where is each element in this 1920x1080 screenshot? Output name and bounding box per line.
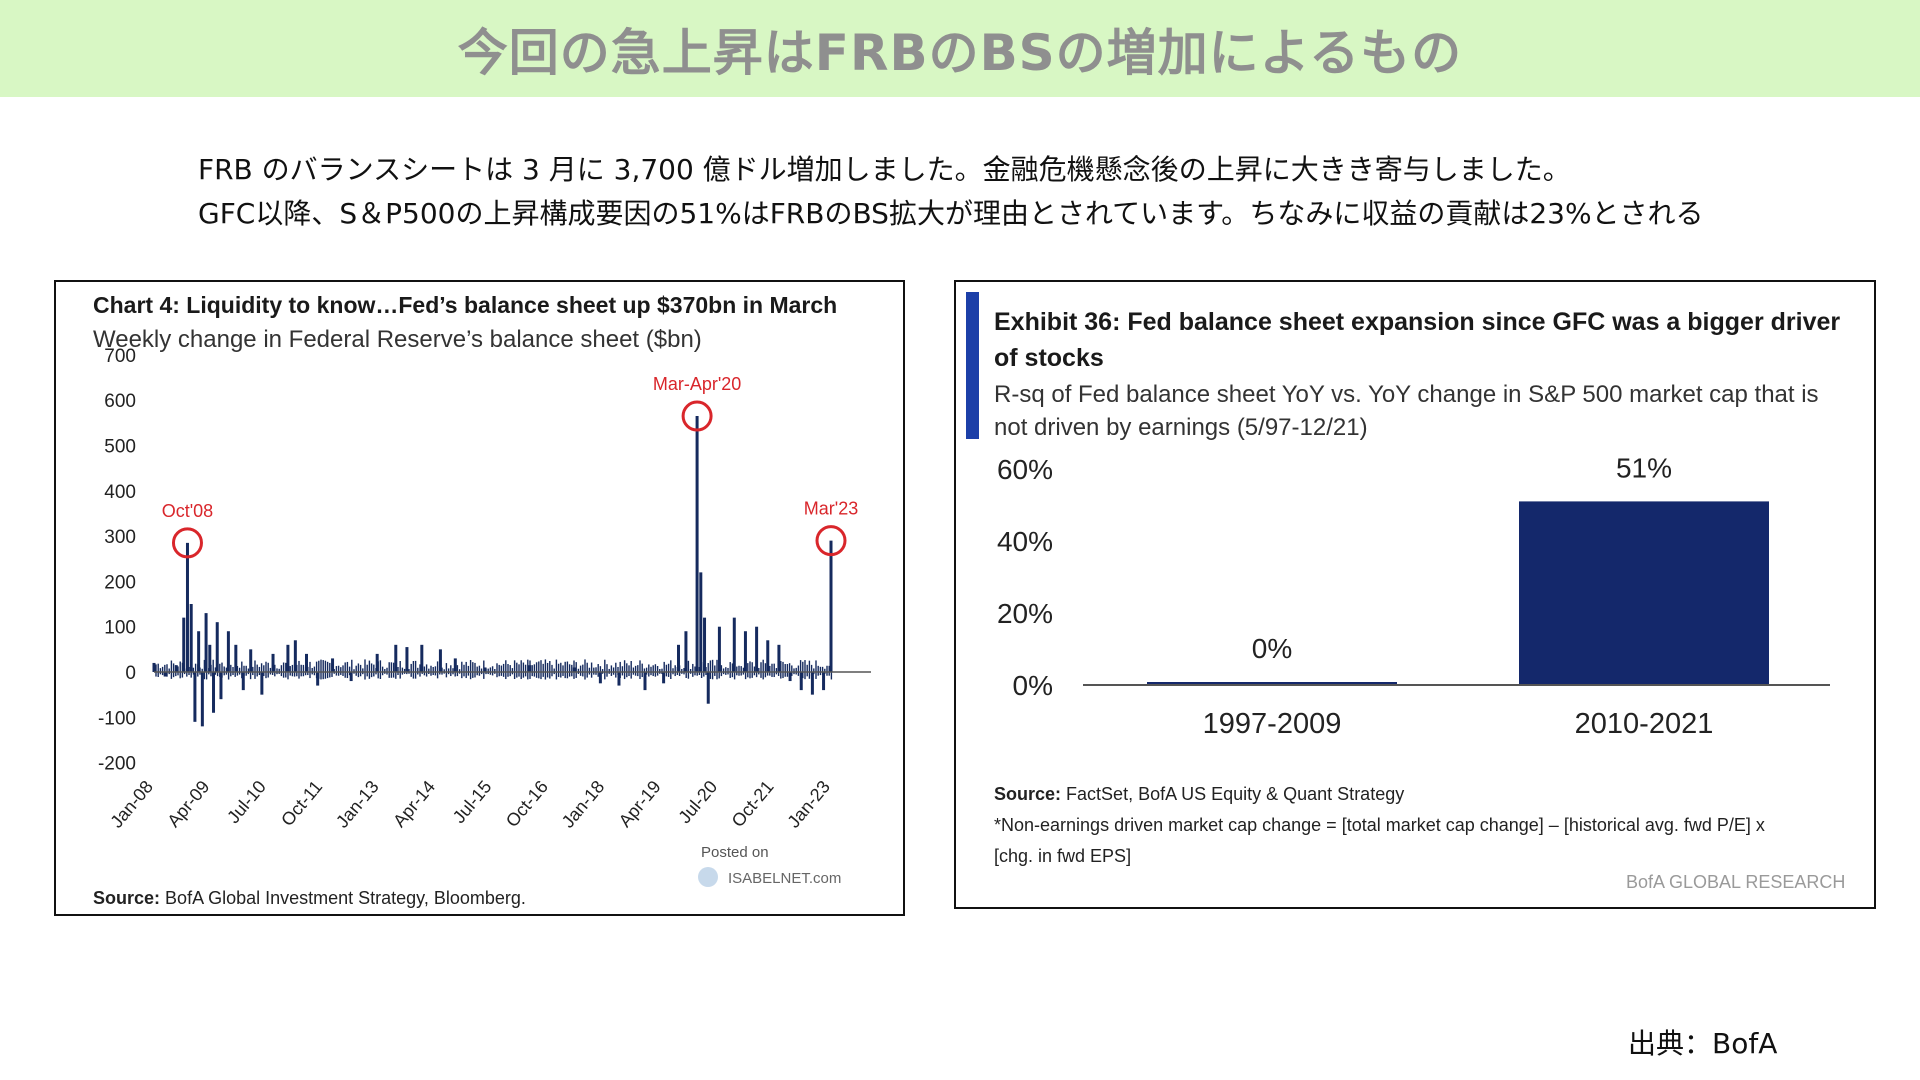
right-title-line-1: Exhibit 36: Fed balance sheet expansion … (994, 308, 1841, 336)
right-source-text: FactSet, BofA US Equity & Quant Strategy (1066, 784, 1405, 804)
page-title: 今回の急上昇はFRBのBSの増加によるもの (457, 23, 1463, 82)
left-x-tick-5: Apr-14 (389, 777, 439, 831)
right-data-label-0: 0% (1252, 633, 1292, 664)
left-x-tick-11: Oct-21 (728, 777, 778, 831)
right-chart-subtitle: R-sq of Fed balance sheet YoY vs. YoY ch… (994, 378, 1819, 444)
fed-bs-driver-panel: Exhibit 36: Fed balance sheet expansion … (954, 280, 1876, 909)
right-data-label-1: 51% (1616, 452, 1672, 483)
left-y-tick-2: 500 (104, 437, 136, 458)
left-source-label: Source: (93, 888, 161, 908)
left-series-noise (155, 659, 833, 680)
intro-text: FRB のバランスシートは 3 月に 3,700 億ドル増加しました。金融危機懸… (198, 148, 1848, 236)
right-subtitle-line-2: not driven by earnings (5/97-12/21) (994, 414, 1368, 441)
left-x-tick-0: Jan-08 (106, 777, 157, 832)
right-y-tick-2: 20% (997, 598, 1053, 629)
intro-line-1: FRB のバランスシートは 3 月に 3,700 億ドル増加しました。金融危機懸… (198, 153, 1571, 186)
right-title-line-2: of stocks (994, 344, 1104, 372)
right-subtitle-line-1: R-sq of Fed balance sheet YoY vs. YoY ch… (994, 381, 1819, 408)
right-y-tick-3: 0% (1013, 670, 1053, 701)
right-bar-1 (1519, 501, 1769, 685)
left-y-tick-0: 700 (104, 346, 136, 367)
exhibit-accent-bar (966, 292, 979, 439)
left-y-tick-1: 600 (104, 391, 136, 412)
left-chart-source: Source: BofA Global Investment Strategy,… (93, 888, 526, 909)
right-note-line-1: *Non-earnings driven market cap change =… (994, 815, 1765, 835)
fed-weekly-change-chart: 700 600 500 400 300 200 100 0 -100 -200 Oct'08 Mar-… (98, 346, 871, 887)
source-credit: 出典：BofA (1628, 1027, 1778, 1060)
left-y-tick-3: 400 (104, 482, 136, 503)
left-x-tick-6: Jul-15 (449, 777, 496, 827)
left-y-tick-4: 300 (104, 527, 136, 548)
left-y-tick-5: 200 (104, 572, 136, 593)
left-x-tick-1: Apr-09 (163, 777, 213, 831)
right-bar-0 (1147, 682, 1397, 685)
left-source-text: BofA Global Investment Strategy, Bloombe… (165, 888, 526, 908)
annotation-circle-0 (171, 527, 203, 559)
left-y-tick-7: 0 (125, 663, 136, 684)
left-x-tick-2: Jul-10 (223, 777, 270, 827)
right-x-tick-0: 1997-2009 (1203, 708, 1342, 740)
header-banner: 今回の急上昇はFRBのBSの増加によるもの (0, 0, 1920, 97)
right-x-tick-1: 2010-2021 (1575, 708, 1714, 740)
left-chart-title: Chart 4: Liquidity to know…Fed’s balance… (93, 292, 838, 318)
left-y-tick-9: -200 (98, 754, 136, 775)
annotation-circle-2 (815, 525, 847, 557)
right-chart-source: Source: FactSet, BofA US Equity & Quant … (994, 779, 1765, 872)
annotation-label-0: Oct'08 (162, 501, 213, 521)
left-chart-subtitle: Weekly change in Federal Reserve’s balan… (93, 326, 702, 353)
left-y-tick-6: 100 (104, 618, 136, 639)
bofa-brand: BofA GLOBAL RESEARCH (1626, 872, 1846, 892)
fed-weekly-change-panel: Chart 4: Liquidity to know…Fed’s balance… (54, 280, 905, 916)
right-chart-title: Exhibit 36: Fed balance sheet expansion … (994, 304, 1840, 376)
right-source-label: Source: (994, 784, 1062, 804)
left-x-tick-12: Jan-23 (783, 777, 834, 832)
left-x-tick-10: Jul-20 (674, 777, 721, 827)
watermark-posted: Posted on (701, 844, 769, 861)
left-x-tick-3: Oct-11 (277, 777, 326, 830)
annotation-circle-1 (681, 400, 713, 432)
left-x-tick-9: Apr-19 (615, 777, 665, 831)
left-y-tick-8: -100 (98, 708, 136, 729)
intro-line-2: GFC以降、S＆P500の上昇構成要因の51%はFRBのBS拡大が理由とされてい… (198, 197, 1704, 230)
annotation-label-1: Mar-Apr'20 (653, 374, 741, 394)
left-x-tick-4: Jan-13 (332, 777, 383, 832)
left-x-tick-7: Oct-16 (502, 777, 552, 831)
watermark-site: ISABELNET.com (728, 870, 841, 887)
right-y-tick-0: 60% (997, 454, 1053, 485)
right-y-tick-1: 40% (997, 526, 1053, 557)
watermark-globe-icon (698, 867, 718, 887)
left-x-tick-8: Jan-18 (558, 777, 609, 832)
annotation-label-2: Mar'23 (804, 499, 858, 519)
fed-bs-driver-chart: 60% 40% 20% 0% 0% 1997-2009 51% 2010-2021 (997, 452, 1830, 740)
right-note-line-2: [chg. in fwd EPS] (994, 846, 1132, 866)
